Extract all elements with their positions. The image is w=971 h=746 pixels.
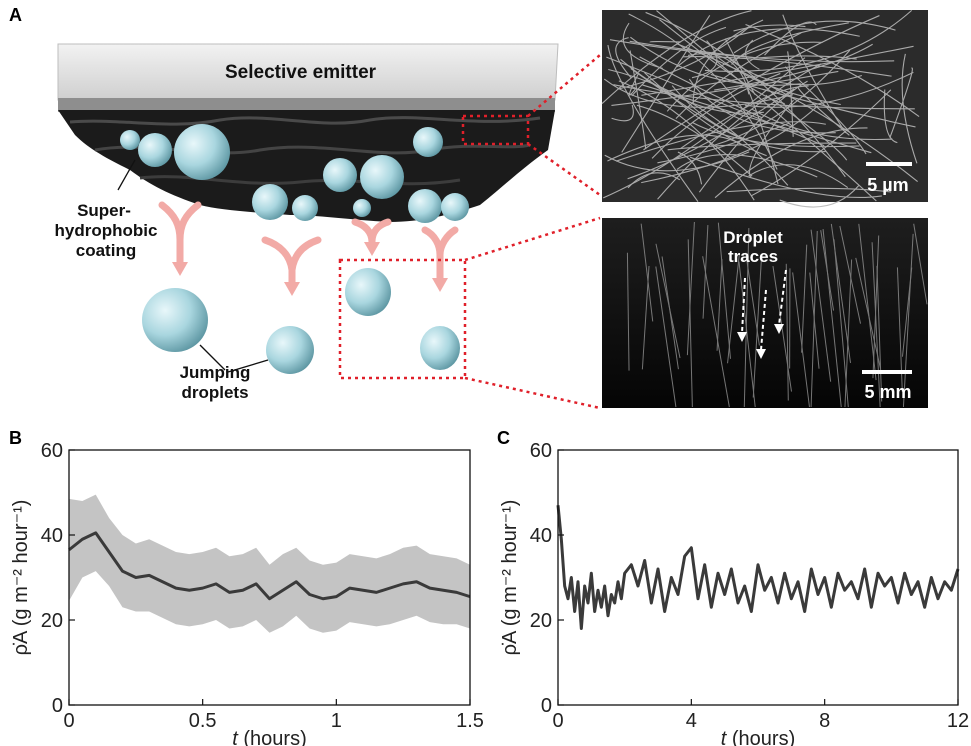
coating-droplet xyxy=(413,127,443,157)
jumping-droplet xyxy=(142,288,208,352)
coating-droplet xyxy=(252,184,288,220)
jumping-droplet xyxy=(420,326,460,370)
schematic-emitter: Selective emitter Super- hydrophobic coa… xyxy=(55,43,559,402)
chart-b: 0 20 40 60 0 0.5 1 1.5 t (hours) ρ̇A (g m⁻² hour⁻… xyxy=(10,440,484,746)
series-line xyxy=(68,531,471,601)
panel-label-a: A xyxy=(9,5,22,25)
coating-droplet xyxy=(120,130,140,150)
coating-label-line1: Super- xyxy=(77,201,131,220)
arrow-heads xyxy=(172,242,448,296)
trace-micrograph: Droplet traces 5 mm xyxy=(602,218,928,408)
coating-droplet xyxy=(138,133,172,167)
x-tick-label: 12 xyxy=(947,710,969,732)
coating-droplet xyxy=(353,199,371,217)
panel-label-b: B xyxy=(9,428,22,448)
confidence-band xyxy=(69,494,470,633)
coating-droplet xyxy=(360,155,404,199)
emitter-label: Selective emitter xyxy=(225,62,377,83)
y-axis-label: ρ̇A (g m⁻² hour⁻¹) xyxy=(10,500,32,656)
x-axis-label: t (hours) xyxy=(232,728,306,746)
y-tick-label: 60 xyxy=(41,440,63,462)
callout-lines xyxy=(338,54,601,410)
jumping-droplet xyxy=(266,326,314,374)
y-tick-label: 40 xyxy=(530,525,552,547)
y-tick-label: 20 xyxy=(530,610,552,632)
x-tick-label: 0 xyxy=(552,710,563,732)
trace-scale-label: 5 mm xyxy=(864,382,911,402)
droplets-label-line1: Jumping xyxy=(180,363,251,382)
trace-label-line2: traces xyxy=(728,247,778,266)
y-tick-label: 40 xyxy=(41,525,63,547)
coating-label-line3: coating xyxy=(76,241,136,260)
x-axis-label: t (hours) xyxy=(721,728,795,746)
trace-label-line1: Droplet xyxy=(723,228,783,247)
coating-droplet xyxy=(174,124,230,180)
plot-frame xyxy=(68,449,471,706)
x-tick-label: 1 xyxy=(331,710,342,732)
coating-droplet xyxy=(292,195,318,221)
x-tick-label: 8 xyxy=(819,710,830,732)
series-line xyxy=(556,505,960,630)
y-tick-label: 0 xyxy=(52,695,63,717)
plot-frame xyxy=(557,449,959,706)
x-tick-label: 1.5 xyxy=(456,710,484,732)
emitter-slab-edge xyxy=(58,98,555,112)
coating-droplet xyxy=(323,158,357,192)
coating-droplet xyxy=(441,193,469,221)
x-tick-label: 0 xyxy=(63,710,74,732)
y-tick-label: 20 xyxy=(41,610,63,632)
x-tick-label: 4 xyxy=(686,710,697,732)
trace-arrows xyxy=(741,269,787,351)
panel-label-c: C xyxy=(497,428,510,448)
sem-scale-label: 5 µm xyxy=(867,175,908,195)
sem-micrograph: 5 µm xyxy=(601,9,928,208)
y-axis-label: ρ̇A (g m⁻² hour⁻¹) xyxy=(499,500,521,656)
coating-droplet xyxy=(408,189,442,223)
x-tick-label: 0.5 xyxy=(189,710,217,732)
chart-c: 0 20 40 60 0 4 8 12 t (hours) ρ̇A (g m⁻² hour⁻¹) xyxy=(499,440,969,746)
y-tick-label: 0 xyxy=(541,695,552,717)
droplets-label-line2: droplets xyxy=(181,383,248,402)
coating-label-line2: hydrophobic xyxy=(55,221,158,240)
jumping-droplet xyxy=(345,268,391,316)
jump-arrows xyxy=(158,201,459,286)
y-tick-label: 60 xyxy=(530,440,552,462)
